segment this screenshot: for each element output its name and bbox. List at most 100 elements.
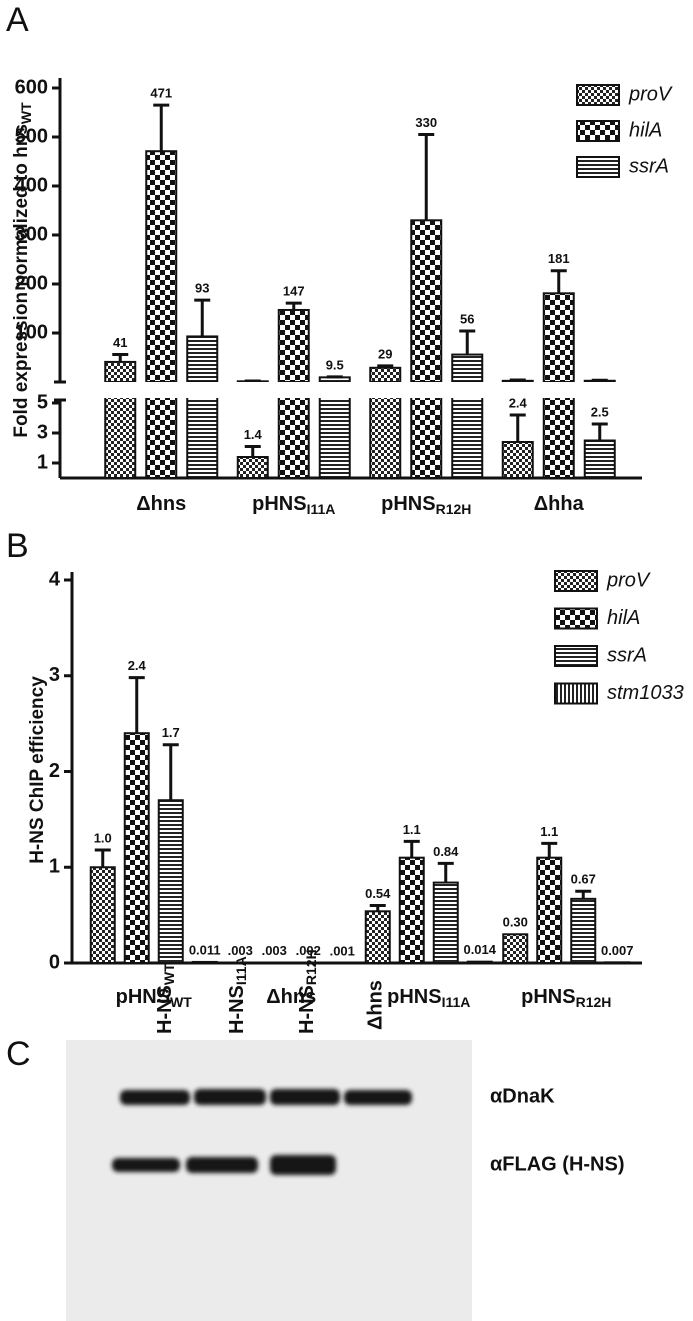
text-part: Δhha: [534, 493, 585, 515]
y-tick-label: 100: [15, 321, 48, 343]
value-label: .002: [296, 943, 321, 958]
y-tick-label: 5: [37, 391, 48, 413]
legend-swatch: [554, 607, 598, 630]
value-label: 2.5: [591, 404, 609, 419]
value-label: 0.54: [365, 886, 391, 901]
text-part: pHNS: [252, 493, 306, 515]
segment-clip: [410, 398, 443, 478]
y-tick-label: 1: [49, 856, 60, 878]
subscript: R12H: [436, 501, 472, 517]
y-tick-label: 4: [49, 568, 61, 590]
x-tick-label: pHNSI11A: [387, 986, 470, 1009]
legend-label: stm1033: [607, 682, 684, 704]
segment-clip: [451, 398, 484, 478]
bar: [145, 398, 178, 478]
blot-background: [66, 1040, 472, 1321]
y-tick-label: 300: [15, 223, 48, 245]
bar: [104, 398, 137, 478]
value-label: 2.4: [509, 395, 528, 410]
text-part: Fold expression normalized to hns: [11, 124, 32, 438]
subscript: WT: [18, 102, 34, 124]
band: [112, 1158, 180, 1172]
legend-label: hilA: [629, 119, 662, 141]
panel-letter: A: [6, 1, 29, 39]
x-tick-label: pHNSR12H: [521, 986, 611, 1009]
blot-panel: C H-NSWT H-NSI11A H-NSR12H Δhns αDnaK αF…: [6, 949, 625, 1321]
text-part: pHNS: [381, 493, 435, 515]
value-label: 0.30: [503, 915, 528, 930]
text-part: H-NS ChIP efficiency: [27, 676, 48, 864]
bar: [451, 398, 484, 478]
lane-label: Δhns: [364, 980, 386, 1030]
bar: [542, 398, 575, 478]
bar: [410, 219, 443, 382]
value-label: 0.014: [463, 942, 496, 957]
value-label: 2.4: [128, 658, 147, 673]
subscript: WT: [170, 994, 192, 1010]
segment-clip: [432, 861, 459, 963]
segment-clip: [186, 298, 219, 382]
y-tick-label: 1: [37, 451, 48, 473]
segment-clip: [277, 398, 310, 478]
bar: [369, 398, 402, 478]
value-label: 471: [150, 86, 172, 101]
segment-clip: [501, 413, 534, 478]
segment-clip: [536, 841, 563, 963]
legend-label: ssrA: [607, 644, 647, 666]
panel-letter: C: [6, 1035, 31, 1073]
bar: [451, 353, 484, 382]
y-tick-label: 2: [49, 760, 60, 782]
x-tick-label: pHNSWT: [116, 986, 193, 1009]
segment-clip: [410, 133, 443, 382]
value-label: 181: [548, 251, 570, 266]
y-tick-label: 3: [49, 664, 60, 686]
bar: [145, 150, 178, 382]
band: [270, 1089, 340, 1105]
x-tick-label: pHNSR12H: [381, 493, 471, 516]
subscript: I11A: [307, 501, 336, 517]
segment-clip: [466, 960, 493, 963]
segment-clip: [104, 398, 137, 478]
value-label: 9.5: [326, 357, 344, 372]
text-part: pHNS: [521, 986, 575, 1008]
value-label: 1.0: [94, 830, 112, 845]
bar: [542, 292, 575, 382]
y-tick-label: 3: [37, 421, 48, 443]
lane-label: H-NSI11A: [226, 956, 248, 1034]
bar: [369, 366, 402, 382]
bar: [501, 441, 534, 478]
value-label: 0.84: [433, 844, 459, 859]
bar: [398, 856, 425, 963]
segment-clip: [186, 398, 219, 478]
band: [344, 1090, 412, 1105]
bar: [318, 398, 351, 478]
value-label: 1.1: [403, 822, 421, 837]
legend-swatch: [576, 156, 620, 178]
segment-clip: [145, 103, 178, 382]
text-part: pHNS: [387, 986, 441, 1008]
segment-clip: [318, 375, 351, 382]
segment-clip: [583, 378, 616, 382]
value-label: 56: [460, 311, 474, 326]
bar: [502, 933, 529, 963]
segment-clip: [502, 933, 529, 963]
y-tick-label: 500: [15, 125, 48, 147]
x-tick-label: Δhha: [534, 493, 585, 515]
segment-clip: [318, 398, 351, 478]
value-label: 1.4: [244, 427, 263, 442]
segment-clip: [104, 353, 137, 382]
segment-clip: [542, 398, 575, 478]
lane-label: H-NSWT: [154, 963, 176, 1034]
segment-clip: [236, 379, 269, 382]
value-label: 29: [378, 346, 392, 361]
lane-label: H-NSR12H: [296, 949, 318, 1034]
bar: [536, 856, 563, 963]
segment-clip: [157, 743, 184, 963]
bands: [112, 1089, 412, 1175]
segment-clip: [542, 269, 575, 382]
value-label: 1.7: [162, 725, 180, 740]
y-tick-label: 200: [15, 272, 48, 294]
bar: [466, 960, 493, 963]
legend-label: hilA: [607, 607, 640, 629]
